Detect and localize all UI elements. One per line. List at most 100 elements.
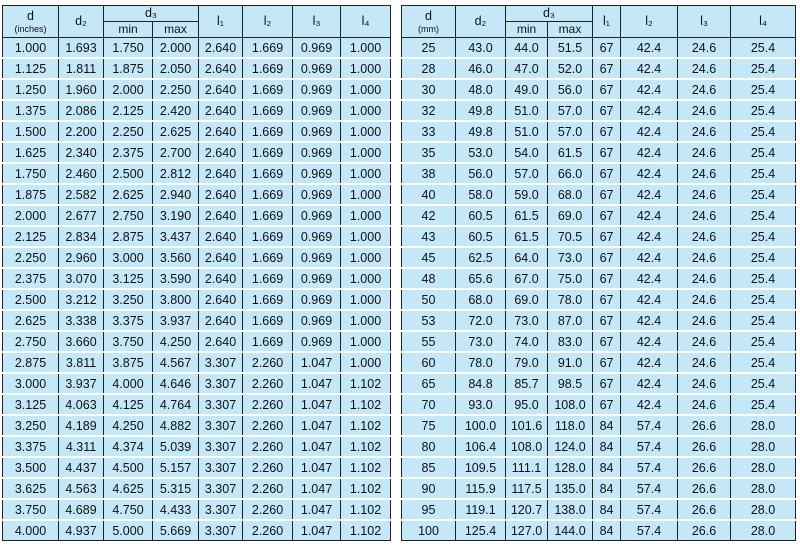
table-cell: 4.433 bbox=[151, 499, 199, 521]
table-cell: 67.0 bbox=[505, 268, 548, 290]
inch-table: d (inches) d₂ d₃ l₁ l₂ l₃ l₄ min max 1.000 1.693 1.7… bbox=[2, 5, 392, 541]
table-cell: 24.6 bbox=[677, 352, 731, 374]
table-cell: 1.000 bbox=[340, 310, 391, 332]
table-cell: 1.000 bbox=[340, 121, 391, 143]
table-row: 1.625 2.340 2.375 2.700 2.640 1.669 0.969 1.000 bbox=[2, 142, 391, 164]
table-cell: 3.660 bbox=[58, 331, 104, 353]
table-cell: 42.4 bbox=[620, 289, 678, 311]
table-cell: 1.102 bbox=[340, 415, 391, 437]
table-row: 3.250 4.189 4.250 4.882 3.307 2.260 1.047 1.102 bbox=[2, 415, 391, 437]
table-cell: 24.6 bbox=[677, 205, 731, 227]
table-cell: 3.307 bbox=[198, 373, 243, 395]
table-row: 60 78.0 79.0 91.0 67 42.4 24.6 25.4 bbox=[401, 352, 796, 374]
table-cell: 2.582 bbox=[58, 184, 104, 206]
header-cell: l₄ bbox=[730, 5, 796, 38]
subheader-cell: min bbox=[103, 21, 153, 38]
table-cell: 3.625 bbox=[2, 478, 59, 500]
table-cell: 45 bbox=[401, 247, 456, 269]
table-cell: 3.125 bbox=[2, 394, 59, 416]
table-cell: 85 bbox=[401, 457, 456, 479]
table-cell: 24.6 bbox=[677, 310, 731, 332]
table-cell: 3.125 bbox=[103, 268, 153, 290]
table-cell: 5.157 bbox=[151, 457, 199, 479]
table-row: 53 72.0 73.0 87.0 67 42.4 24.6 25.4 bbox=[401, 310, 796, 332]
table-cell: 1.047 bbox=[292, 394, 341, 416]
table-cell: 4.937 bbox=[58, 520, 104, 541]
table-cell: 98.5 bbox=[546, 373, 593, 395]
table-cell: 3.800 bbox=[151, 289, 199, 311]
table-cell: 25 bbox=[401, 37, 456, 59]
table-cell: 108.0 bbox=[546, 394, 593, 416]
table-cell: 24.6 bbox=[677, 184, 731, 206]
table-cell: 3.307 bbox=[198, 436, 243, 458]
table-row: 85 109.5 111.1 128.0 84 57.4 26.6 28.0 bbox=[401, 457, 796, 479]
table-cell: 1.000 bbox=[340, 100, 391, 122]
table-cell: 3.307 bbox=[198, 352, 243, 374]
table-cell: 64.0 bbox=[505, 247, 548, 269]
table-cell: 57.4 bbox=[620, 415, 678, 437]
table-cell: 2.260 bbox=[242, 436, 293, 458]
table-row: 2.875 3.811 3.875 4.567 3.307 2.260 1.047 1.000 bbox=[2, 352, 391, 374]
table-cell: 70.5 bbox=[546, 226, 593, 248]
table-cell: 25.4 bbox=[730, 247, 796, 269]
table-cell: 3.338 bbox=[58, 310, 104, 332]
table-cell: 67 bbox=[592, 37, 621, 59]
table-cell: 4.567 bbox=[151, 352, 199, 374]
table-cell: 1.000 bbox=[340, 247, 391, 269]
table-cell: 42.4 bbox=[620, 247, 678, 269]
table-cell: 118.0 bbox=[546, 415, 593, 437]
table-cell: 42.4 bbox=[620, 394, 678, 416]
subheader-cell: max bbox=[151, 21, 199, 38]
table-cell: 25.4 bbox=[730, 37, 796, 59]
table-cell: 2.500 bbox=[103, 163, 153, 185]
table-cell: 24.6 bbox=[677, 247, 731, 269]
table-row: 2.375 3.070 3.125 3.590 2.640 1.669 0.969 1.000 bbox=[2, 268, 391, 290]
table-cell: 4.563 bbox=[58, 478, 104, 500]
table-cell: 100.0 bbox=[455, 415, 506, 437]
table-cell: 3.750 bbox=[2, 499, 59, 521]
table-cell: 67 bbox=[592, 352, 621, 374]
table-cell: 84 bbox=[592, 436, 621, 458]
table-row: 65 84.8 85.7 98.5 67 42.4 24.6 25.4 bbox=[401, 373, 796, 395]
table-cell: 2.640 bbox=[198, 37, 243, 59]
table-cell: 58.0 bbox=[455, 184, 506, 206]
table-cell: 24.6 bbox=[677, 163, 731, 185]
table-cell: 1.960 bbox=[58, 79, 104, 101]
table-cell: 52.0 bbox=[546, 58, 593, 80]
table-cell: 42 bbox=[401, 205, 456, 227]
table-cell: 125.4 bbox=[455, 520, 506, 541]
table-row: 3.125 4.063 4.125 4.764 3.307 2.260 1.047 1.102 bbox=[2, 394, 391, 416]
table-cell: 28 bbox=[401, 58, 456, 80]
table-cell: 49.8 bbox=[455, 100, 506, 122]
table-cell: 4.311 bbox=[58, 436, 104, 458]
table-cell: 2.640 bbox=[198, 79, 243, 101]
table-row: 1.000 1.693 1.750 2.000 2.640 1.669 0.969 1.000 bbox=[2, 37, 391, 59]
table-cell: 2.875 bbox=[103, 226, 153, 248]
table-row: 100 125.4 127.0 144.0 84 57.4 26.6 28.0 bbox=[402, 520, 796, 541]
table-cell: 49.0 bbox=[505, 79, 548, 101]
table-cell: 3.212 bbox=[58, 289, 104, 311]
table-cell: 42.4 bbox=[620, 37, 678, 59]
table-cell: 120.7 bbox=[505, 499, 548, 521]
table-cell: 42.4 bbox=[620, 163, 678, 185]
table-cell: 2.700 bbox=[151, 142, 199, 164]
table-cell: 26.6 bbox=[677, 478, 731, 500]
table-cell: 2.960 bbox=[58, 247, 104, 269]
table-cell: 1.000 bbox=[340, 184, 391, 206]
table-cell: 4.689 bbox=[58, 499, 104, 521]
table-cell: 2.640 bbox=[198, 205, 243, 227]
table-cell: 1.047 bbox=[292, 352, 341, 374]
table-cell: 1.102 bbox=[340, 436, 391, 458]
table-cell: 75.0 bbox=[546, 268, 593, 290]
table-cell: 25.4 bbox=[730, 394, 796, 416]
table-cell: 2.125 bbox=[103, 100, 153, 122]
table-cell: 73.0 bbox=[505, 310, 548, 332]
table-cell: 3.875 bbox=[103, 352, 153, 374]
table-cell: 25.4 bbox=[730, 58, 796, 80]
table-cell: 61.5 bbox=[505, 226, 548, 248]
table-cell: 2.750 bbox=[103, 205, 153, 227]
table-cell: 1.875 bbox=[2, 184, 59, 206]
header-cell: d₂ bbox=[455, 5, 506, 38]
table-cell: 67 bbox=[592, 394, 621, 416]
table-cell: 1.000 bbox=[340, 163, 391, 185]
